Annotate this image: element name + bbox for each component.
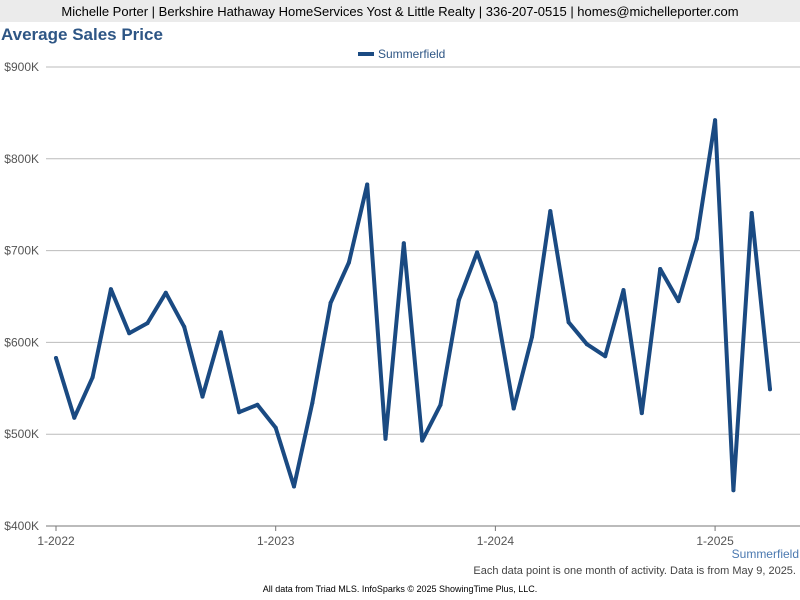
data-point xyxy=(420,438,425,443)
grid-lines xyxy=(46,66,800,435)
data-point xyxy=(292,484,296,489)
data-point xyxy=(255,402,260,407)
data-point xyxy=(310,401,315,405)
data-note: Each data point is one month of activity… xyxy=(473,565,796,577)
contact-text: Michelle Porter | Berkshire Hathaway Hom… xyxy=(61,3,739,19)
data-point xyxy=(218,330,223,335)
axes xyxy=(46,525,800,531)
data-point xyxy=(182,324,187,329)
y-tick-label: $600K xyxy=(4,335,39,349)
data-point xyxy=(713,118,718,123)
x-tick-label: 1-2023 xyxy=(257,534,295,548)
y-tick-label: $700K xyxy=(4,244,39,258)
data-point xyxy=(456,298,461,303)
data-point xyxy=(493,300,498,305)
data-point xyxy=(237,410,242,415)
data-point xyxy=(401,241,406,246)
series-corner-label[interactable]: Summerfield xyxy=(731,547,799,561)
y-tick-label: $500K xyxy=(4,427,39,441)
data-point xyxy=(676,299,681,304)
data-point xyxy=(163,290,168,295)
x-tick-label: 1-2024 xyxy=(477,534,515,548)
data-point xyxy=(566,320,571,325)
series-line-summerfield xyxy=(54,118,772,493)
chart-title: Average Sales Price xyxy=(1,25,163,44)
data-point xyxy=(383,436,388,441)
data-point xyxy=(731,488,736,493)
data-point xyxy=(273,425,278,430)
legend-swatch xyxy=(358,52,374,56)
data-point xyxy=(639,411,644,416)
data-point xyxy=(530,334,534,339)
data-point xyxy=(72,415,77,420)
data-point xyxy=(127,331,132,336)
data-point xyxy=(621,288,626,293)
series-layer xyxy=(54,118,772,493)
data-point xyxy=(584,342,589,347)
data-point xyxy=(108,287,113,292)
data-point xyxy=(749,211,754,215)
legend[interactable]: Summerfield xyxy=(358,46,445,62)
data-point xyxy=(548,209,553,214)
y-tick-label: $400K xyxy=(4,519,39,533)
legend-label: Summerfield xyxy=(378,47,446,61)
data-point xyxy=(658,267,663,271)
data-point xyxy=(328,300,333,305)
data-point xyxy=(438,402,443,407)
data-point xyxy=(694,236,699,241)
data-point xyxy=(145,321,150,326)
data-point xyxy=(365,182,370,187)
data-point xyxy=(603,354,608,359)
x-tick-label: 1-2025 xyxy=(696,534,734,548)
tick-labels: $400K $500K $600K $700K $800K $900K 1-2022 1-20… xyxy=(4,60,734,548)
contact-header: Michelle Porter | Berkshire Hathaway Hom… xyxy=(0,0,800,22)
data-point xyxy=(475,250,480,255)
data-point xyxy=(346,260,351,265)
data-point xyxy=(768,387,772,392)
x-tick-label: 1-2022 xyxy=(37,534,75,548)
y-tick-label: $800K xyxy=(4,152,39,166)
y-tick-label: $900K xyxy=(4,60,39,74)
data-point xyxy=(90,375,95,380)
data-point xyxy=(54,356,58,360)
data-point xyxy=(511,406,516,411)
data-point xyxy=(200,394,205,399)
data-source: All data from Triad MLS. InfoSparks © 20… xyxy=(262,584,538,594)
